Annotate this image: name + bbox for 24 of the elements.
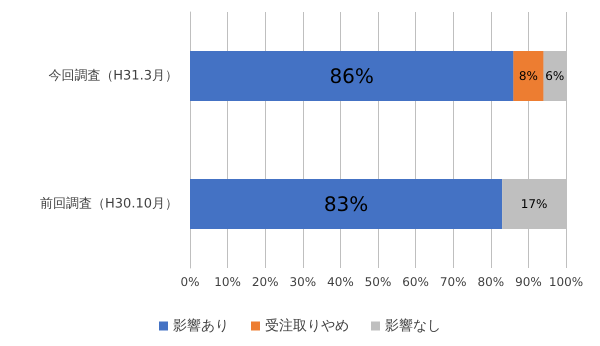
bar — [190, 51, 514, 101]
x-tick-label: 70% — [440, 275, 467, 289]
y-tick-label: 前回調査（H30.10月） — [40, 196, 178, 212]
bar — [190, 179, 502, 229]
data-label: 6% — [545, 69, 564, 83]
legend-label: 影響なし — [385, 318, 441, 334]
legend-label: 受注取りやめ — [265, 318, 349, 334]
x-tick-label: 100% — [548, 275, 584, 289]
data-label: 83% — [324, 192, 368, 216]
x-tick-label: 80% — [477, 275, 504, 289]
bar — [513, 51, 544, 101]
x-tick-label: 60% — [402, 275, 429, 289]
data-label: 17% — [520, 197, 548, 211]
x-tick-label: 40% — [327, 275, 354, 289]
x-tick-label: 20% — [252, 275, 279, 289]
data-label: 86% — [329, 64, 374, 88]
x-tick-label: 0% — [180, 275, 200, 289]
legend-label: 影響あり — [173, 318, 229, 334]
x-tick-label: 10% — [214, 275, 241, 289]
data-label: 8% — [518, 69, 538, 83]
y-tick-label: 今回調査（H31.3月） — [48, 68, 178, 84]
x-tick-label: 30% — [289, 275, 316, 289]
x-tick-label: 50% — [364, 275, 392, 289]
x-tick-label: 90% — [515, 275, 542, 289]
